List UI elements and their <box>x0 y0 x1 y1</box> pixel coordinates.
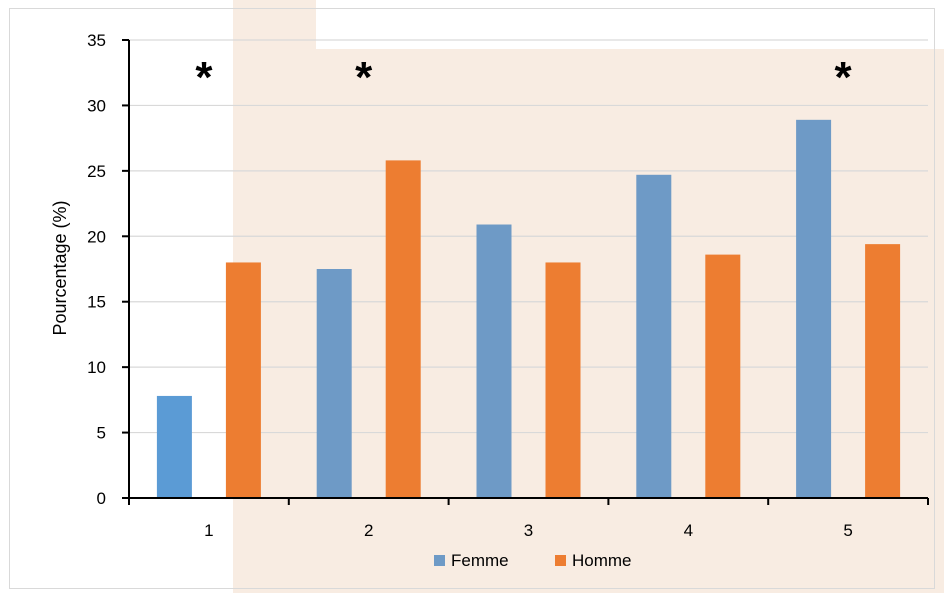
bar-femme-4 <box>636 174 672 499</box>
bar-femme-3 <box>476 224 512 498</box>
legend-label-homme: Homme <box>572 551 632 570</box>
x-tick-label: 1 <box>204 521 213 540</box>
y-tick-label: 30 <box>87 96 106 115</box>
legend: Femme Homme <box>434 551 632 570</box>
chart-frame <box>9 8 935 589</box>
bar-femme-1 <box>156 395 192 498</box>
legend-swatch-homme <box>555 555 566 566</box>
significance-star: * <box>355 53 373 102</box>
bar-femme-2 <box>316 269 352 498</box>
y-tick-label: 0 <box>97 489 106 508</box>
significance-star: * <box>835 53 853 102</box>
x-tick-label: 4 <box>684 521 693 540</box>
y-tick-label: 25 <box>87 162 106 181</box>
x-tick-labels: 1 2 3 4 5 <box>204 521 853 540</box>
bar-homme-3 <box>545 262 581 498</box>
bar-homme-2 <box>385 160 421 499</box>
background-inset <box>316 0 944 49</box>
bar-homme-4 <box>705 254 741 498</box>
x-tick-label: 5 <box>843 521 852 540</box>
significance-star: * <box>195 53 213 102</box>
y-tick-label: 5 <box>97 424 106 443</box>
axes <box>122 39 929 505</box>
legend-label-femme: Femme <box>451 551 509 570</box>
y-tick-label: 20 <box>87 227 106 246</box>
x-tick-label: 3 <box>524 521 533 540</box>
x-tick-label: 2 <box>364 521 373 540</box>
bar-femme-5 <box>796 119 832 498</box>
significance-markers: * * * <box>195 53 852 102</box>
legend-swatch-femme <box>434 555 445 566</box>
bar-homme-5 <box>865 244 901 498</box>
bars <box>156 119 901 499</box>
y-tick-label: 10 <box>87 358 106 377</box>
bar-homme-1 <box>225 262 261 498</box>
y-tick-label: 15 <box>87 293 106 312</box>
y-tick-labels: 0 5 10 15 20 25 30 35 <box>87 31 106 508</box>
y-axis-label: Pourcentage (%) <box>50 200 70 335</box>
gridlines <box>129 39 928 434</box>
y-tick-label: 35 <box>87 31 106 50</box>
